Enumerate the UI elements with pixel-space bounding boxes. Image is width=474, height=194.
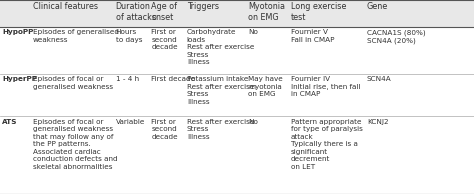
Text: Age of
onset: Age of onset <box>151 2 177 22</box>
Text: SCN4A: SCN4A <box>367 76 392 82</box>
Text: HyperPP: HyperPP <box>2 76 37 82</box>
Bar <box>0 0 474 27</box>
Text: ATS: ATS <box>2 119 18 125</box>
Text: First or
second
decade: First or second decade <box>151 119 178 140</box>
Text: Long exercise
test: Long exercise test <box>291 2 346 22</box>
Text: First decade: First decade <box>151 76 195 82</box>
Text: 1 - 4 h: 1 - 4 h <box>116 76 139 82</box>
Text: Fournier IV
Initial rise, then fall
in CMAP: Fournier IV Initial rise, then fall in C… <box>291 76 360 97</box>
Text: Episodes of generalised
weakness: Episodes of generalised weakness <box>33 29 118 43</box>
Text: Gene: Gene <box>367 2 388 11</box>
Text: First or
second
decade: First or second decade <box>151 29 178 50</box>
Text: Carbohydrate
loads
Rest after exercise
Stress
Illness: Carbohydrate loads Rest after exercise S… <box>187 29 254 66</box>
Text: Pattern appropriate
for type of paralysis
attack
Typically there is a
significan: Pattern appropriate for type of paralysi… <box>291 119 363 170</box>
Text: Potassium intake
Rest after exercise
Stress
Illness: Potassium intake Rest after exercise Str… <box>187 76 254 105</box>
Text: Fournier V
Fall in CMAP: Fournier V Fall in CMAP <box>291 29 335 43</box>
Text: Variable: Variable <box>116 119 145 125</box>
Text: Episodes of focal or
generalised weakness: Episodes of focal or generalised weaknes… <box>33 76 113 90</box>
Text: Rest after exercise
Stress
Illness: Rest after exercise Stress Illness <box>187 119 254 140</box>
Text: Triggers: Triggers <box>187 2 219 11</box>
Text: HypoPP: HypoPP <box>2 29 33 36</box>
Text: Hours
to days: Hours to days <box>116 29 142 43</box>
Text: Duration
of attacks: Duration of attacks <box>116 2 155 22</box>
Text: May have
myotonia
on EMG: May have myotonia on EMG <box>248 76 283 97</box>
Text: Episodes of focal or
generalised weakness
that may follow any of
the PP patterns: Episodes of focal or generalised weaknes… <box>33 119 118 170</box>
Text: No: No <box>248 29 258 36</box>
Text: No: No <box>248 119 258 125</box>
Text: Clinical features: Clinical features <box>33 2 98 11</box>
Text: CACNA1S (80%)
SCN4A (20%): CACNA1S (80%) SCN4A (20%) <box>367 29 426 44</box>
Text: KCNJ2: KCNJ2 <box>367 119 389 125</box>
Text: Myotonia
on EMG: Myotonia on EMG <box>248 2 285 22</box>
